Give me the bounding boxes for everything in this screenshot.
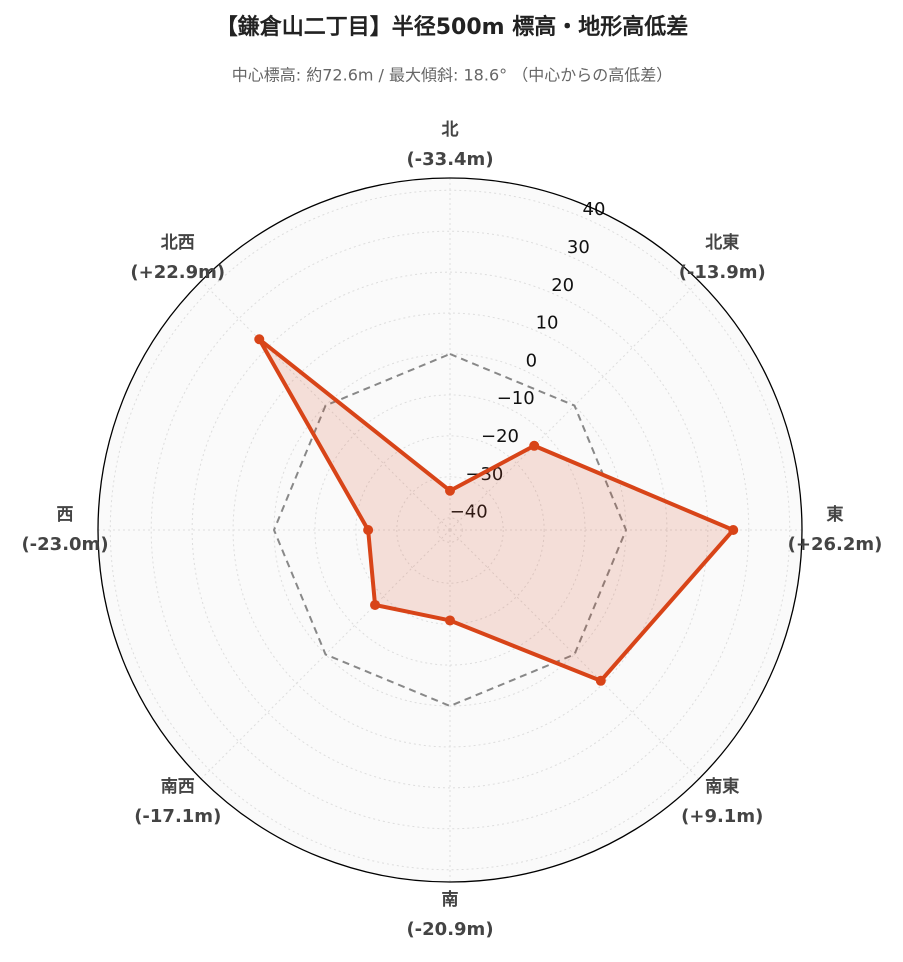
category-label: 西 [57,505,74,525]
data-point [595,675,606,686]
category-label: 東 [827,504,844,525]
value-label: (-20.9m) [406,919,493,940]
value-label: (+26.2m) [788,534,883,555]
data-point [363,525,374,535]
data-point [728,525,739,535]
value-label: (-17.1m) [134,806,221,827]
value-label: (+22.9m) [130,262,225,283]
r-tick-label: −40 [450,502,488,523]
data-point [445,615,455,626]
r-tick-label: 40 [583,199,606,220]
value-label: (-33.4m) [406,149,493,170]
category-label: 北西 [161,233,195,253]
data-point [445,485,455,496]
chart-title: 【鎌倉山二丁目】半径500m 標高・地形高低差 [216,14,689,40]
r-tick-label: 0 [526,350,537,371]
value-label: (-23.0m) [21,534,108,555]
value-label: (-13.9m) [679,262,766,283]
chart-subtitle: 中心標高: 約72.6m / 最大傾斜: 18.6° （中心からの高低差） [232,66,672,85]
grid-circle [109,189,791,871]
category-label: 北東 [705,232,739,253]
grid-circle [191,271,709,789]
data-point [529,440,540,451]
r-tick-label: 20 [551,275,574,296]
r-tick-label: 30 [567,237,590,258]
grid-circle [150,230,750,830]
category-label: 北 [442,120,459,140]
grid-circle [396,476,504,584]
r-tick-label: −20 [481,426,519,447]
spoke [449,529,700,780]
grid-circle [437,517,463,543]
value-label: (+9.1m) [681,806,763,827]
data-point [254,334,265,345]
category-label: 南東 [705,776,739,797]
r-tick-label: −10 [497,388,535,409]
category-label: 南 [442,889,459,910]
grid-circle [355,435,545,625]
category-label: 南西 [161,776,195,797]
outer-circle [97,177,803,883]
data-point [370,599,381,610]
r-tick-label: 10 [536,313,559,334]
